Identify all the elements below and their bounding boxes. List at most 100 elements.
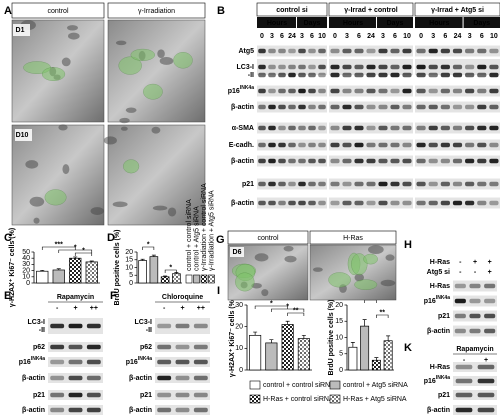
blot-strip	[453, 376, 497, 386]
row-label: p21	[438, 392, 450, 399]
blot-band	[440, 181, 450, 187]
blot-band	[452, 48, 463, 54]
label: 6	[480, 33, 484, 40]
panel-letter: K	[404, 342, 412, 354]
row-label: β-actin	[231, 104, 254, 111]
y-tick-label: 5	[129, 272, 133, 279]
blot-band	[489, 64, 499, 70]
label: Hours	[343, 20, 363, 27]
blot-band	[342, 200, 352, 206]
blot-strip	[415, 101, 500, 113]
row-label: p21	[242, 181, 254, 188]
legend-swatch	[329, 380, 341, 390]
label-box	[13, 24, 30, 36]
blot-strip	[257, 178, 327, 190]
blot-strip	[329, 45, 413, 57]
error-bar	[374, 357, 379, 361]
blot-band	[452, 181, 463, 187]
blot-band	[288, 64, 296, 70]
blot-band	[288, 158, 296, 164]
blot-band	[330, 200, 340, 206]
autophagosome	[328, 272, 351, 288]
blot-band	[288, 72, 296, 78]
blot-band	[354, 125, 364, 131]
blot-band	[50, 344, 65, 350]
blot-band	[298, 142, 306, 148]
row-label-text: E-cadh.	[229, 142, 254, 149]
blot-band	[354, 181, 364, 187]
sign: -	[459, 259, 462, 266]
blot-band	[416, 72, 426, 78]
organelle	[90, 207, 105, 215]
blot-strip	[329, 122, 413, 134]
significance-bracket	[74, 252, 93, 256]
row-label: LC3-I	[135, 319, 153, 326]
blot-strip	[155, 373, 210, 383]
blot-band	[428, 125, 438, 131]
error-bar	[362, 319, 367, 327]
organelle	[29, 196, 45, 207]
blot-band	[308, 104, 316, 110]
significance: *	[82, 247, 85, 254]
row-label-text: β-actin	[231, 158, 254, 165]
row-label-text: H-Ras	[430, 364, 450, 371]
blot-band	[278, 181, 286, 187]
bar	[149, 256, 159, 284]
blot-band	[378, 142, 388, 148]
y-tick-label: 10	[22, 274, 30, 281]
row-label: β-actin	[231, 200, 254, 207]
blot-band	[258, 48, 266, 54]
blot-strip	[453, 280, 497, 292]
blot-band	[440, 200, 450, 206]
sign: -	[163, 305, 166, 312]
organelle	[115, 40, 127, 46]
row-label: LC3-I	[28, 319, 46, 326]
bar	[281, 324, 294, 371]
label: 3	[270, 33, 274, 40]
blot-band	[308, 48, 316, 54]
row-label: β-actin	[22, 407, 45, 414]
blot-band	[465, 88, 475, 94]
y-tick-label: 20	[235, 324, 243, 331]
blot-band	[416, 104, 426, 110]
micrograph	[11, 124, 105, 226]
error-bar	[386, 335, 391, 341]
blot-band	[489, 48, 499, 54]
significance-bracket	[58, 249, 93, 253]
row-label-text: H-Ras	[430, 283, 450, 290]
blot-band	[416, 64, 426, 70]
blot-strip	[257, 59, 327, 75]
blot-band	[402, 104, 412, 110]
panel-letter: F	[110, 290, 117, 302]
blot-band	[342, 64, 352, 70]
bar	[85, 261, 98, 284]
bar	[265, 342, 278, 371]
panel-letter: G	[216, 234, 225, 246]
header-box	[309, 230, 397, 245]
blot-band	[268, 104, 276, 110]
significance-bracket	[254, 305, 288, 309]
label: 24	[454, 33, 462, 40]
y-tick-label: 0	[129, 280, 133, 287]
y-tick-label: 30	[235, 302, 243, 309]
blot-band	[489, 104, 499, 110]
blot-band	[452, 200, 463, 206]
blot-band	[378, 72, 388, 78]
blot-band	[68, 359, 83, 365]
significance: **	[293, 307, 299, 314]
error-bar	[163, 275, 168, 277]
y-tick-label: 10	[125, 264, 133, 271]
blot-band	[440, 64, 450, 70]
blot-band	[278, 64, 286, 70]
label: Days	[387, 20, 404, 27]
row-label-text: p21	[438, 313, 450, 320]
blot-band	[484, 313, 496, 319]
blot-band	[86, 344, 101, 350]
organelle	[368, 245, 384, 254]
blot-band	[484, 298, 496, 304]
legend-swatch	[193, 274, 200, 284]
blot-band	[402, 181, 412, 187]
blot-band	[366, 181, 376, 187]
blot-band	[366, 125, 376, 131]
